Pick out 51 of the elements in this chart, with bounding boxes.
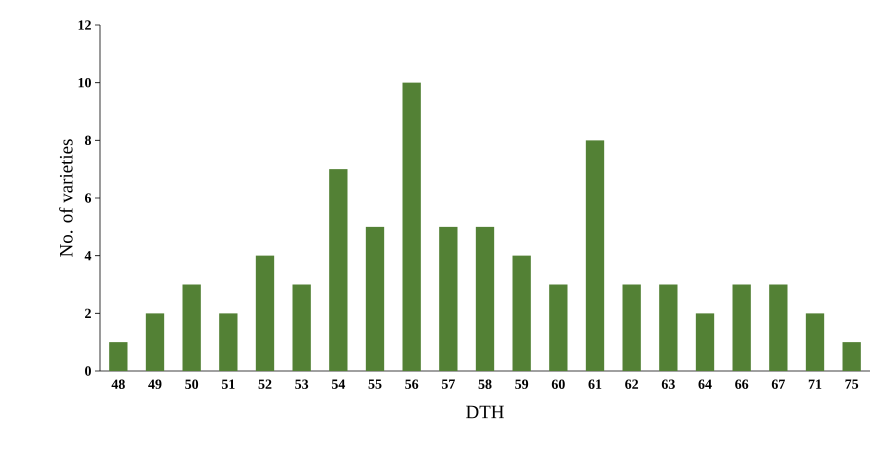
bar — [659, 284, 678, 371]
x-tick-label: 56 — [405, 380, 418, 389]
x-tick-label: 71 — [808, 380, 822, 389]
x-tick-label: 75 — [845, 380, 858, 389]
x-tick-label: 59 — [515, 380, 528, 389]
y-tick-label: 2 — [85, 308, 91, 318]
x-tick-label: 63 — [662, 380, 675, 389]
y-tick-label: 4 — [84, 251, 92, 260]
x-tick-label: 64 — [698, 380, 712, 389]
bar — [842, 342, 861, 371]
x-tick-label: 55 — [368, 380, 382, 389]
x-tick-label: 52 — [258, 380, 272, 389]
bar — [146, 313, 164, 371]
x-tick-label: 57 — [442, 380, 455, 389]
x-tick-label: 60 — [552, 380, 565, 389]
bar — [512, 256, 531, 371]
x-tick-label: 49 — [148, 380, 162, 389]
x-tick-label: 48 — [112, 380, 125, 389]
bar — [769, 284, 788, 371]
x-tick-label: 53 — [295, 380, 308, 389]
bar — [806, 313, 824, 371]
bar — [586, 140, 604, 371]
bar — [622, 284, 641, 371]
bar — [292, 284, 311, 371]
y-tick-label: 10 — [78, 78, 91, 88]
y-tick-label: 0 — [85, 366, 91, 376]
bar — [732, 284, 751, 371]
x-axis-title: DTH — [466, 406, 504, 418]
bar — [182, 284, 201, 371]
bar — [256, 256, 274, 371]
y-tick-label: 6 — [84, 193, 92, 203]
bar — [439, 226, 458, 371]
bar — [402, 82, 421, 371]
bar — [366, 226, 384, 371]
x-tick-label: 58 — [478, 380, 492, 389]
x-tick-label: 66 — [735, 380, 748, 389]
x-tick-label: 62 — [625, 380, 638, 389]
x-tick-label: 61 — [588, 380, 602, 389]
x-tick-label: 50 — [185, 380, 198, 389]
bar — [219, 313, 238, 371]
bar — [476, 226, 494, 371]
x-tick-label: 54 — [332, 380, 346, 389]
x-tick-label: 67 — [772, 380, 785, 389]
bar — [329, 169, 348, 371]
y-tick-label: 12 — [78, 20, 91, 30]
bar — [549, 284, 568, 371]
y-tick-label: 8 — [84, 136, 92, 146]
x-tick-label: 51 — [222, 380, 235, 389]
y-axis-title: No. of varieties — [59, 139, 73, 257]
bar — [696, 313, 714, 371]
bar — [109, 342, 128, 371]
